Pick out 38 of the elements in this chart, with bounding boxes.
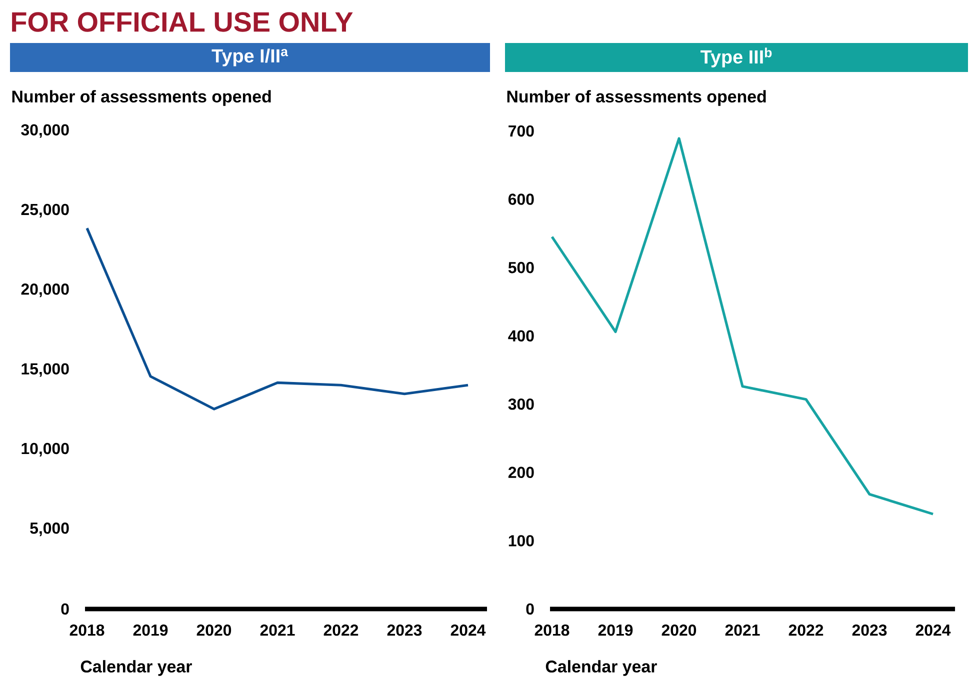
y-tick-label: 700 bbox=[508, 125, 534, 137]
y-tick-label: 10,000 bbox=[22, 442, 69, 456]
x-tick-label: 2021 bbox=[725, 624, 760, 636]
y-tick-label: 25,000 bbox=[21, 204, 69, 218]
y-tick-label: 300 bbox=[508, 398, 534, 410]
line-series bbox=[550, 137, 934, 516]
y-tick-label: 600 bbox=[508, 194, 534, 205]
x-tick-label: 2022 bbox=[324, 624, 358, 636]
x-tick-label: 2018 bbox=[70, 624, 104, 636]
y-tick-label: 500 bbox=[508, 262, 534, 274]
x-tick-label: 2022 bbox=[788, 624, 824, 636]
x-tick-label: 2024 bbox=[450, 624, 486, 636]
y-tick-label: 0 bbox=[61, 603, 69, 615]
text: FOR OFFICIAL USE ONLY bbox=[12, 12, 353, 32]
x-axis-title: Calendar year bbox=[546, 660, 657, 676]
y-tick-label: 100 bbox=[508, 535, 534, 546]
x-tick-label: 2023 bbox=[387, 624, 422, 636]
y-axis-title: Number of assessments opened bbox=[507, 90, 766, 106]
y-tick-label: 5,000 bbox=[30, 522, 69, 536]
x-tick-label: 2020 bbox=[662, 624, 696, 636]
x-tick-label: 2024 bbox=[916, 624, 951, 636]
x-tick-label: 2019 bbox=[133, 624, 168, 636]
y-tick-label: 30,000 bbox=[21, 124, 69, 138]
x-tick-label: 2018 bbox=[534, 624, 570, 636]
y-tick-label: 0 bbox=[526, 603, 534, 615]
x-tick-label: 2019 bbox=[598, 624, 633, 636]
y-tick-label: 20,000 bbox=[21, 284, 69, 298]
y-axis-title: Number of assessments opened bbox=[12, 90, 271, 106]
x-tick-label: 2023 bbox=[852, 624, 887, 636]
x-tick-label: 2020 bbox=[196, 624, 232, 636]
x-tick-label: 2021 bbox=[260, 624, 295, 636]
chart-title: Type III$^{b}$ bbox=[700, 48, 772, 68]
chart-title: Type I/II$^{a}$ bbox=[212, 48, 288, 66]
y-tick-label: 200 bbox=[508, 466, 534, 478]
x-axis-title: Calendar year bbox=[80, 660, 192, 676]
y-tick-label: 15,000 bbox=[22, 363, 69, 377]
line-series bbox=[86, 226, 470, 410]
y-tick-label: 400 bbox=[508, 330, 534, 342]
